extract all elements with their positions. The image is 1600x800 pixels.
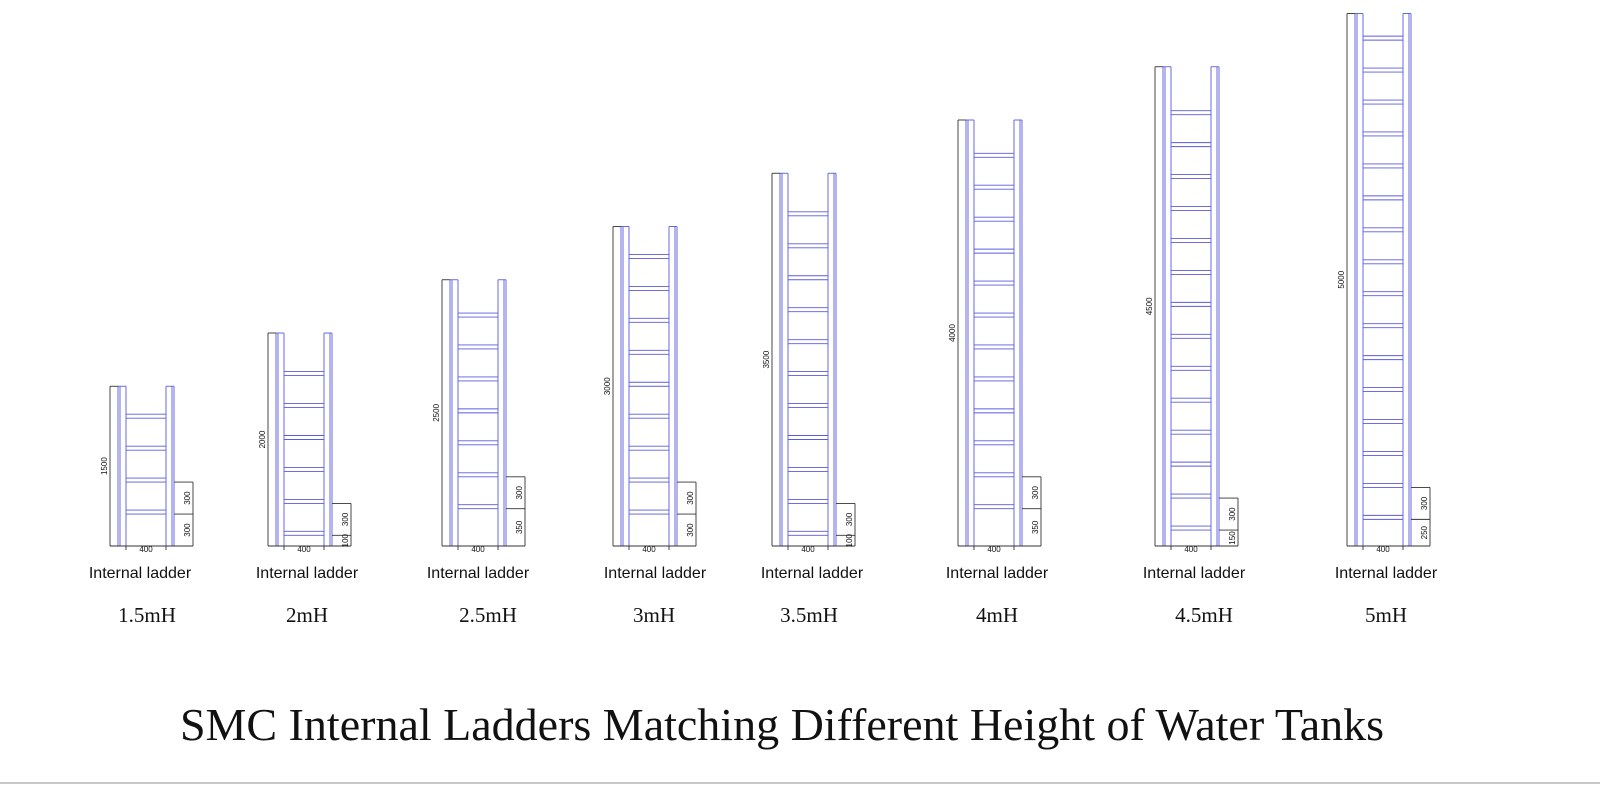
ladder-caption: Internal ladder bbox=[1142, 565, 1246, 582]
offset-dimension-text: 300 bbox=[686, 523, 695, 537]
offset-dimension-text: 250 bbox=[1420, 525, 1429, 539]
ladder: 4000 400 300 350 bbox=[948, 119, 1042, 554]
width-dimension-text: 400 bbox=[801, 545, 815, 554]
height-dimension-text: 4500 bbox=[1145, 297, 1154, 315]
width-dimension-text: 400 bbox=[1376, 545, 1390, 554]
offset-dimension-text: 150 bbox=[1228, 531, 1237, 545]
ladder: 3500 400 300 100 bbox=[762, 172, 856, 554]
height-dimension-text: 3500 bbox=[762, 350, 771, 368]
ladder-height-label: 3.5mH bbox=[780, 603, 838, 627]
ladder: 4500 400 300 150 bbox=[1145, 66, 1239, 554]
offset-dimension-text: 350 bbox=[1031, 520, 1040, 534]
ladder-height-label: 4.5mH bbox=[1175, 603, 1233, 627]
ladder-height-label: 2mH bbox=[286, 603, 328, 627]
height-dimension-text: 4000 bbox=[948, 324, 957, 342]
offset-dimension-text: 100 bbox=[845, 533, 854, 547]
pitch-dimension-text: 300 bbox=[686, 491, 695, 505]
divider bbox=[0, 782, 1600, 784]
width-dimension-text: 400 bbox=[1184, 545, 1198, 554]
ladder: 5000 400 300 250 bbox=[1337, 13, 1431, 554]
pitch-dimension-text: 300 bbox=[1420, 496, 1429, 510]
offset-dimension-text: 350 bbox=[515, 520, 524, 534]
ladder-caption: Internal ladder bbox=[603, 565, 707, 582]
ladder-height-label: 3mH bbox=[633, 603, 675, 627]
ladder: 2000 400 300 100 bbox=[258, 332, 352, 554]
ladder-caption: Internal ladder bbox=[945, 565, 1049, 582]
ladder: 2500 400 300 350 bbox=[432, 279, 526, 554]
offset-dimension-text: 300 bbox=[183, 523, 192, 537]
ladder: 3000 400 300 300 bbox=[603, 226, 697, 554]
ladder-caption: Internal ladder bbox=[426, 565, 530, 582]
ladder-caption: Internal ladder bbox=[1334, 565, 1438, 582]
width-dimension-text: 400 bbox=[642, 545, 656, 554]
ladder-height-label: 2.5mH bbox=[459, 603, 517, 627]
height-dimension-text: 2000 bbox=[258, 430, 267, 448]
pitch-dimension-text: 300 bbox=[515, 486, 524, 500]
pitch-dimension-text: 300 bbox=[341, 512, 350, 526]
page-title: SMC Internal Ladders Matching Different … bbox=[179, 699, 1385, 750]
height-dimension-text: 5000 bbox=[1337, 270, 1346, 288]
ladder-caption: Internal ladder bbox=[255, 565, 359, 582]
width-dimension-text: 400 bbox=[297, 545, 311, 554]
ladder-height-label: 1.5mH bbox=[118, 603, 176, 627]
height-dimension-text: 1500 bbox=[100, 457, 109, 475]
width-dimension-text: 400 bbox=[139, 545, 153, 554]
pitch-dimension-text: 300 bbox=[1228, 507, 1237, 521]
ladder-height-label: 4mH bbox=[976, 603, 1018, 627]
offset-dimension-text: 100 bbox=[341, 533, 350, 547]
height-dimension-text: 3000 bbox=[603, 377, 612, 395]
ladder: 1500 400 300 300 bbox=[100, 385, 194, 554]
ladder-height-label: 5mH bbox=[1365, 603, 1407, 627]
pitch-dimension-text: 300 bbox=[1031, 486, 1040, 500]
ladder-caption: Internal ladder bbox=[760, 565, 864, 582]
pitch-dimension-text: 300 bbox=[183, 491, 192, 505]
pitch-dimension-text: 300 bbox=[845, 512, 854, 526]
width-dimension-text: 400 bbox=[987, 545, 1001, 554]
width-dimension-text: 400 bbox=[471, 545, 485, 554]
ladder-caption: Internal ladder bbox=[88, 565, 192, 582]
height-dimension-text: 2500 bbox=[432, 403, 441, 421]
